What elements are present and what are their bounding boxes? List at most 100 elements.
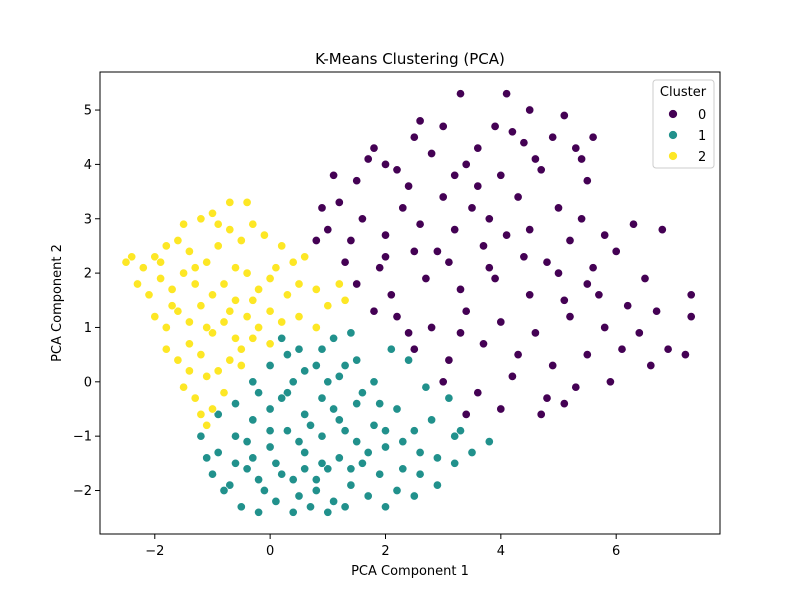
cluster-1-point [311, 475, 321, 485]
cluster-2-point [294, 279, 304, 289]
cluster-1-point [277, 333, 287, 343]
cluster-0-point [519, 138, 529, 148]
cluster-0-point [455, 284, 466, 294]
cluster-0-point [450, 170, 460, 180]
cluster-2-point [132, 279, 143, 289]
cluster-1-point [305, 420, 316, 430]
cluster-1-point [329, 333, 339, 343]
cluster-0-point [392, 312, 402, 322]
cluster-0-point [323, 225, 333, 235]
cluster-0-point [404, 181, 414, 191]
cluster-2-point [219, 388, 229, 398]
legend: Cluster 0 1 2 [652, 79, 715, 169]
x-tick-label: 0 [266, 544, 274, 559]
cluster-2-point [219, 279, 229, 289]
cluster-2-point [121, 257, 131, 267]
cluster-0-point [357, 214, 367, 224]
cluster-2-point [196, 350, 206, 360]
cluster-1-point [202, 453, 212, 463]
cluster-0-point [432, 246, 442, 256]
cluster-1-point [380, 442, 391, 452]
cluster-2-point [300, 252, 310, 262]
cluster-1-point [242, 464, 252, 474]
cluster-0-point [542, 393, 552, 403]
cluster-0-point [311, 235, 321, 246]
cluster-0-point [380, 252, 391, 262]
cluster-0-point [553, 268, 564, 278]
cluster-1-point [230, 458, 241, 468]
cluster-2-point [225, 355, 235, 365]
cluster-1-point [225, 480, 235, 490]
cluster-2-point [259, 230, 269, 240]
points-layer [121, 89, 696, 517]
cluster-2-point [207, 404, 218, 414]
cluster-1-point [219, 485, 229, 496]
cluster-2-point [202, 371, 212, 381]
cluster-2-point [150, 312, 160, 322]
cluster-0-point [507, 371, 517, 381]
cluster-1-point [236, 502, 246, 512]
cluster-0-point [363, 154, 373, 164]
cluster-1-point [271, 458, 281, 468]
cluster-1-point [248, 377, 258, 387]
cluster-2-point [242, 197, 252, 207]
cluster-1-point [317, 344, 327, 354]
cluster-0-point [438, 192, 448, 202]
cluster-0-point [565, 235, 575, 246]
cluster-0-point [415, 219, 425, 229]
cluster-2-point [202, 420, 212, 430]
cluster-2-point [334, 279, 344, 289]
cluster-0-point [375, 263, 385, 273]
cluster-0-point [559, 110, 569, 121]
cluster-1-point [288, 475, 298, 485]
x-tick-label: 4 [497, 544, 505, 559]
cluster-1-point [311, 485, 321, 496]
cluster-2-point [190, 279, 200, 289]
ticks-layer: −2 0 2 4 6 −2 −1 0 1 2 3 4 5 [73, 104, 620, 559]
cluster-0-point [352, 279, 362, 289]
y-tick-label: 2 [84, 267, 92, 282]
y-tick-label: 0 [84, 375, 92, 390]
cluster-1-point [323, 464, 333, 474]
cluster-0-point [369, 306, 379, 316]
cluster-1-point [277, 469, 287, 479]
y-axis-title: PCA Component 2 [50, 244, 65, 362]
legend-label-1: 1 [698, 129, 706, 144]
cluster-0-point [380, 230, 391, 240]
cluster-2-point [242, 268, 252, 278]
cluster-2-point [156, 273, 166, 284]
cluster-0-point [329, 170, 339, 180]
cluster-0-point [467, 203, 477, 213]
cluster-1-point [300, 464, 310, 474]
cluster-2-point [173, 355, 183, 365]
cluster-1-point [357, 458, 367, 468]
cluster-0-point [525, 225, 535, 235]
cluster-2-point [248, 333, 258, 343]
cluster-0-point [496, 170, 506, 180]
cluster-0-point [542, 257, 552, 267]
y-tick-label: 3 [84, 212, 92, 227]
cluster-0-point [536, 165, 546, 175]
cluster-0-point [334, 197, 344, 207]
cluster-2-point [288, 257, 298, 267]
y-tick-label: 1 [84, 321, 92, 336]
cluster-0-point [571, 143, 581, 153]
cluster-1-point [346, 464, 356, 474]
cluster-0-point [634, 328, 644, 338]
cluster-0-point [461, 409, 471, 419]
cluster-1-point [380, 502, 391, 512]
cluster-0-point [490, 273, 500, 284]
cluster-0-point [577, 214, 587, 224]
cluster-0-point [398, 203, 408, 213]
cluster-1-point [369, 420, 379, 430]
cluster-1-point [248, 415, 258, 425]
cluster-2-point [225, 306, 235, 316]
cluster-0-point [530, 328, 540, 338]
cluster-0-point [611, 246, 621, 256]
cluster-1-point [450, 431, 460, 441]
cluster-0-point [663, 344, 673, 354]
cluster-0-point [346, 235, 356, 246]
cluster-1-point [375, 399, 385, 409]
cluster-0-point [484, 263, 494, 273]
cluster-2-point [184, 317, 194, 327]
